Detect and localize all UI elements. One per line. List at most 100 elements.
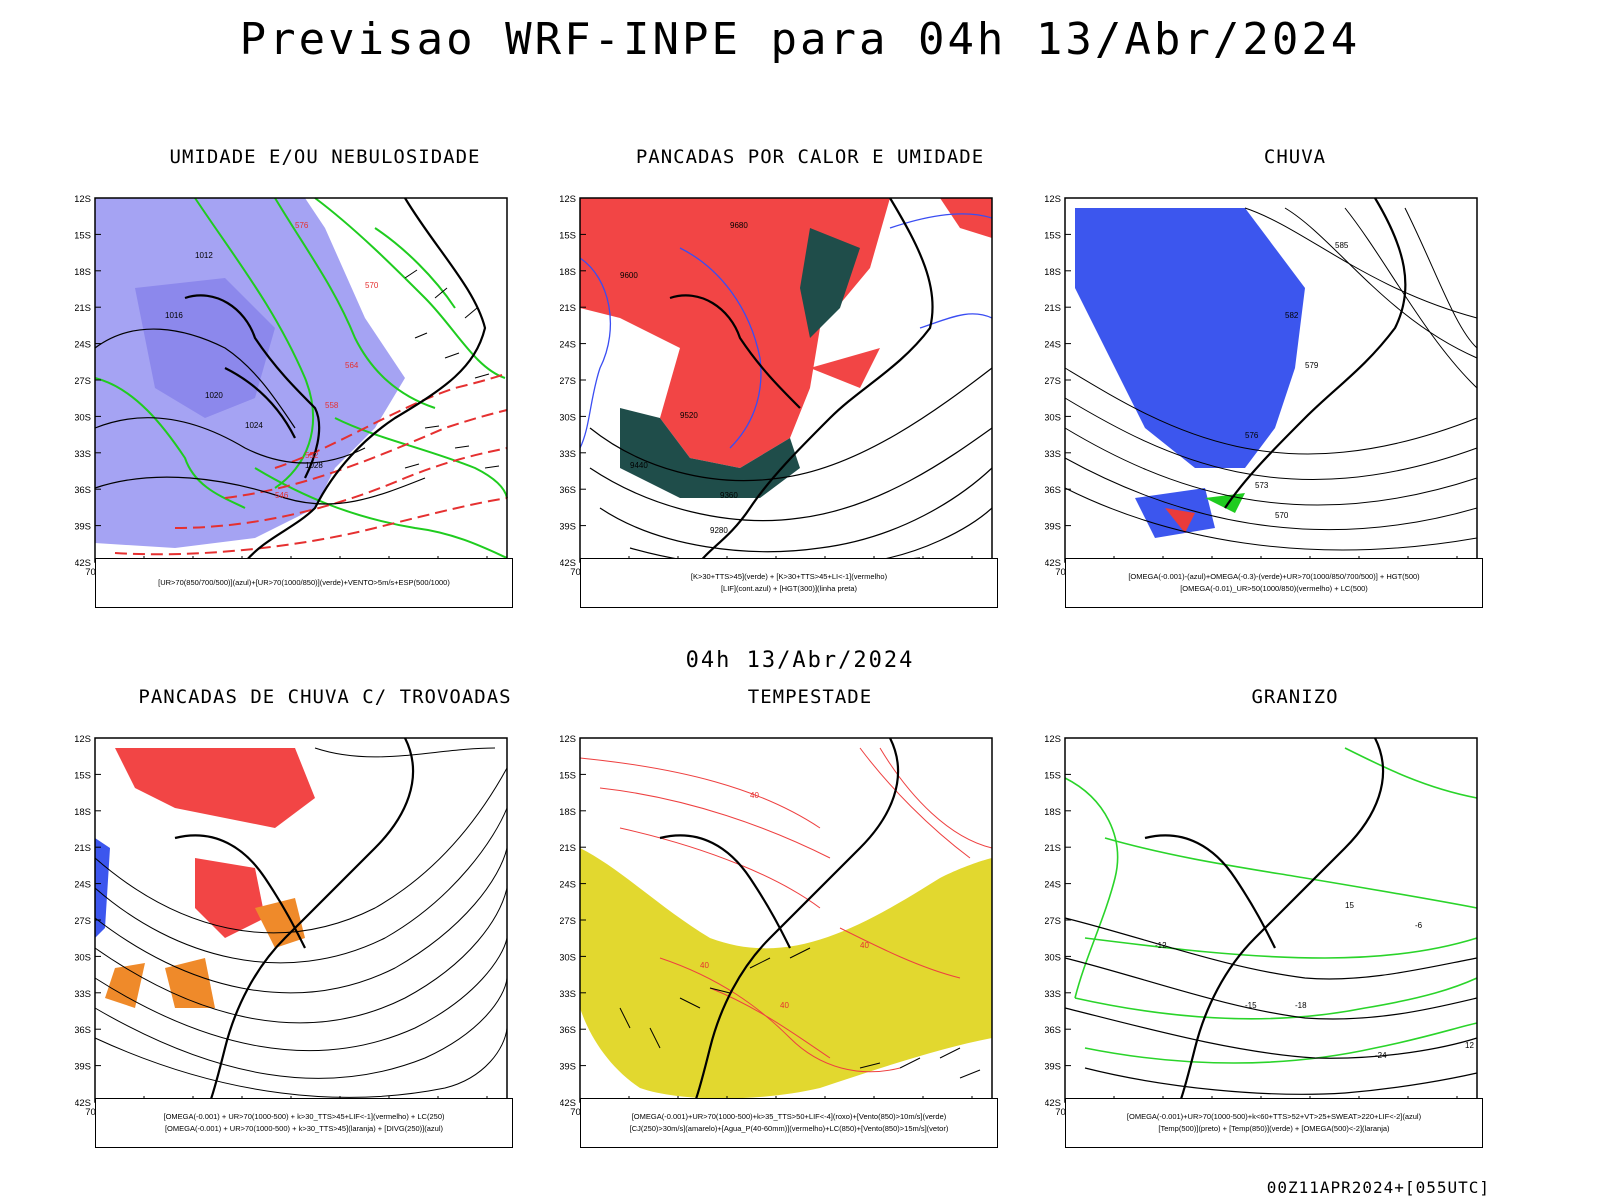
red-storm-area [115, 748, 315, 828]
contour-label: -12 [1155, 941, 1167, 950]
lat-tick-label: 39S [1045, 1062, 1061, 1073]
caption-umidade: [UR>70(850/700/500)](azul)+[UR>70(1000/8… [95, 558, 513, 608]
coastline [669, 197, 934, 563]
orange-area [105, 963, 145, 1008]
lat-tick-label: 15S [1045, 230, 1061, 241]
footer-run-label: 00Z11APR2024+[055UTC] [1266, 1178, 1490, 1197]
lat-tick-label: 33S [75, 989, 91, 1000]
contour-label: 582 [1285, 311, 1299, 320]
contour-label: 564 [345, 361, 359, 370]
lat-tick-label: 33S [560, 449, 576, 460]
wind-arrows [404, 269, 500, 469]
contour-label: 579 [1305, 361, 1319, 370]
red-area-e [810, 348, 880, 388]
lat-tick-label: 12S [75, 194, 91, 205]
panel-granizo: GRANIZO 12S 15S 18S 21S 24S 27S 30S 33S 36S 39S 42… [1045, 686, 1545, 1156]
lat-tick-label: 42S [1045, 1098, 1061, 1109]
streamlines [1064, 207, 1478, 551]
caption-line: [OMEGA(-0.001)+UR>70(1000-500)+k>35_TTS>… [631, 1112, 947, 1121]
panel-pancadas-calor: PANCADAS POR CALOR E UMIDADE 12S 15S 18S 21… [560, 146, 1060, 616]
caption-line: [OMEGA(-0.001)-(azul)+OMEGA(-0.3)-(verde… [1128, 572, 1420, 581]
map-trovoadas: 12S15S18S21S24S27S30S33S36S39S42S70W65W6… [75, 734, 508, 1118]
contour-label: -18 [1295, 1001, 1307, 1010]
contour-label: 9680 [730, 221, 748, 230]
lat-tick-label: 30S [560, 412, 576, 423]
contour-label: 576 [1245, 431, 1259, 440]
panel-chuva: CHUVA 12S15S18S21S24S27S30S33S36S39S42S7… [1045, 146, 1545, 616]
lat-tick-label: 27S [1045, 376, 1061, 387]
lat-tick-label: 21S [1045, 303, 1061, 314]
contour-label: 12 [1465, 1041, 1474, 1050]
panel-title: UMIDADE E/OU NEBULOSIDADE [169, 146, 481, 168]
caption-line: [Temp(500)](preto) + [Temp(850)](verde) … [1158, 1124, 1390, 1133]
contour-label: 570 [365, 281, 379, 290]
lat-tick-label: 42S [75, 558, 91, 569]
contour-label: 1028 [305, 461, 323, 470]
contour-label: 40 [860, 941, 869, 950]
lat-tick-label: 33S [1045, 449, 1061, 460]
caption-pancadas-calor: [K>30+TTS>45](verde) + [K>30+TTS>45+LI<-… [580, 558, 998, 608]
lat-tick-label: 42S [560, 1098, 576, 1109]
lat-tick-label: 33S [560, 989, 576, 1000]
lat-tick-label: 24S [75, 880, 91, 891]
caption-line: [CJ(250)>30m/s](amarelo)+[Agua_P(40-60mm… [629, 1124, 949, 1133]
lat-tick-label: 36S [560, 1025, 576, 1036]
orange-area-3 [255, 898, 305, 948]
caption-granizo: [OMEGA(-0.001)+UR>70(1000-500)+k<60+TTS>… [1065, 1098, 1483, 1148]
contour-label: 40 [700, 961, 709, 970]
contour-label: 9280 [710, 526, 728, 535]
contour-label: 1012 [195, 251, 213, 260]
caption-chuva: [OMEGA(-0.001)-(azul)+OMEGA(-0.3)-(verde… [1065, 558, 1483, 608]
lat-tick-label: 12S [560, 194, 576, 205]
caption-line: [OMEGA(-0.01)_UR>50(1000/850)(vermelho) … [1180, 584, 1368, 593]
isobars [94, 328, 426, 505]
lat-tick-label: 21S [560, 303, 576, 314]
panel-title: GRANIZO [1251, 686, 1339, 708]
lat-tick-label: 18S [75, 807, 91, 818]
panel-title: CHUVA [1263, 146, 1327, 168]
lat-tick-label: 12S [1045, 734, 1061, 745]
map-chuva: 12S15S18S21S24S27S30S33S36S39S42S70W65W6… [1045, 194, 1478, 578]
caption-line: [OMEGA(-0.001) + UR>70(1000-500) + k>30_… [163, 1112, 445, 1121]
caption-line: [K>30+TTS>45](verde) + [K>30+TTS>45+LI<-… [690, 572, 888, 581]
lat-tick-label: 36S [560, 485, 576, 496]
contour-label: -6 [1415, 921, 1423, 930]
lat-tick-label: 27S [560, 376, 576, 387]
coastline [1144, 737, 1385, 1103]
contour-label: -24 [1375, 1051, 1387, 1060]
lat-tick-label: 18S [1045, 807, 1061, 818]
contour-label: 585 [1335, 241, 1349, 250]
lat-tick-label: 24S [1045, 880, 1061, 891]
lat-tick-label: 36S [1045, 1025, 1061, 1036]
streamlines [94, 747, 508, 1098]
coastline [184, 197, 487, 563]
red-contours [579, 747, 993, 1073]
lat-tick-label: 42S [560, 558, 576, 569]
temp850-contours [1064, 747, 1478, 1064]
lat-tick-label: 18S [1045, 267, 1061, 278]
lat-tick-label: 15S [75, 770, 91, 781]
lat-tick-label: 18S [560, 807, 576, 818]
middle-time-label: 04h 13/Abr/2024 [685, 648, 915, 673]
coastline [1224, 197, 1407, 509]
green-contours [94, 197, 508, 559]
red-storm-area-2 [195, 858, 265, 938]
lat-tick-label: 24S [75, 340, 91, 351]
lat-tick-label: 33S [1045, 989, 1061, 1000]
panel-title: PANCADAS POR CALOR E UMIDADE [635, 146, 985, 168]
lat-tick-label: 39S [75, 1062, 91, 1073]
temp500-contours [1064, 917, 1478, 1095]
lat-tick-label: 30S [75, 952, 91, 963]
caption-line: [OMEGA(-0.001)+UR>70(1000-500)+k<60+TTS>… [1126, 1112, 1422, 1121]
lat-tick-label: 21S [1045, 843, 1061, 854]
lat-tick-label: 12S [1045, 194, 1061, 205]
lat-tick-label: 30S [1045, 412, 1061, 423]
caption-line: [OMEGA(-0.001) + UR>70(1000-500) + k>30_… [164, 1124, 444, 1133]
panel-umidade: UMIDADE E/OU NEBULOSIDADE [75, 146, 575, 616]
contour-label: 9520 [680, 411, 698, 420]
map-tempestade: 12S15S18S21S24S27S30S33S36S39S42S70W65W6… [560, 734, 993, 1118]
lat-tick-label: 15S [75, 230, 91, 241]
green-dark-area-2 [800, 228, 860, 338]
panel-tempestade: TEMPESTADE 12S 15S 18S 21S 24S 27S 30S 33S 36S 39… [560, 686, 1060, 1156]
lat-tick-label: 21S [75, 303, 91, 314]
